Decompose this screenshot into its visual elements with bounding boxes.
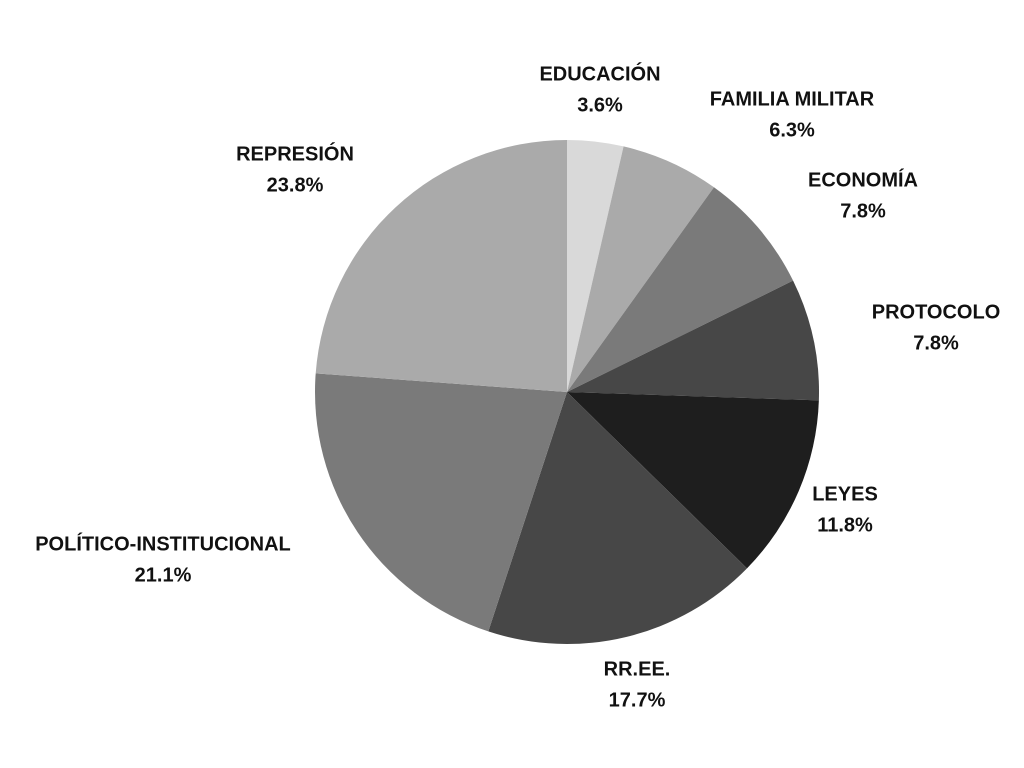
pie-slice <box>488 392 748 645</box>
pie-slice <box>567 392 819 569</box>
pie-slice <box>567 140 624 392</box>
value-label: 11.8% <box>817 514 873 536</box>
pie-slice <box>315 373 567 632</box>
pie-slice <box>567 146 714 392</box>
value-label: 23.8% <box>267 174 324 196</box>
pie-slice <box>567 280 819 401</box>
slice-label: RR.EE. <box>604 658 671 680</box>
slice-label: FAMILIA MILITAR <box>710 88 875 110</box>
value-label: 7.8% <box>913 332 959 354</box>
slice-label: EDUCACIÓN <box>539 61 660 85</box>
slice-label: ECONOMÍA <box>808 168 918 191</box>
slice-label: REPRESIÓN <box>236 141 354 165</box>
value-label: 3.6% <box>577 94 623 116</box>
value-label: 17.7% <box>609 689 666 711</box>
slice-label: PROTOCOLO <box>872 301 1001 323</box>
slice-label: LEYES <box>812 483 878 505</box>
value-label: 7.8% <box>840 200 886 222</box>
value-label: 21.1% <box>135 564 192 586</box>
slice-label: POLÍTICO-INSTITUCIONAL <box>35 532 291 555</box>
pie-slice <box>567 187 794 392</box>
pie-slice <box>315 140 567 392</box>
value-label: 6.3% <box>769 119 815 141</box>
